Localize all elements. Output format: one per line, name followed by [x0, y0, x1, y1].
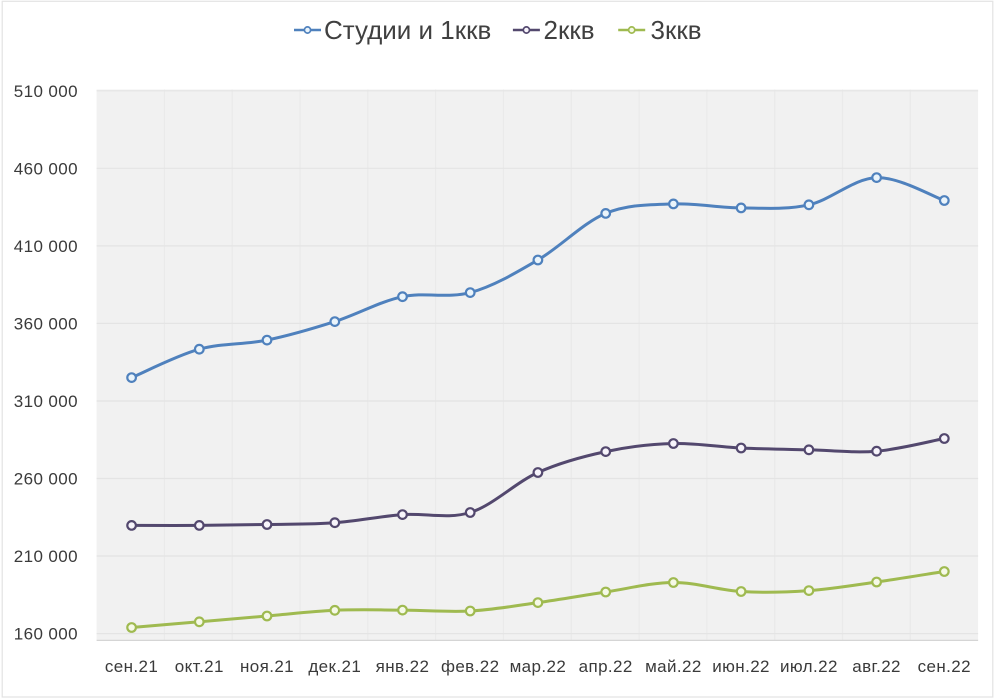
svg-text:апр.22: апр.22 [579, 657, 633, 676]
svg-text:янв.22: янв.22 [376, 657, 430, 676]
svg-text:2ккв: 2ккв [544, 15, 595, 45]
svg-text:июн.22: июн.22 [712, 657, 770, 676]
svg-text:сен.22: сен.22 [918, 657, 971, 676]
svg-text:май.22: май.22 [645, 657, 702, 676]
svg-text:ноя.21: ноя.21 [240, 657, 294, 676]
svg-text:июл.22: июл.22 [780, 657, 838, 676]
svg-text:окт.21: окт.21 [175, 657, 224, 676]
svg-text:сен.21: сен.21 [105, 657, 158, 676]
svg-text:210 000: 210 000 [14, 547, 78, 566]
svg-text:авг.22: авг.22 [852, 657, 901, 676]
svg-text:мар.22: мар.22 [510, 657, 567, 676]
svg-text:дек.21: дек.21 [308, 657, 361, 676]
svg-text:360 000: 360 000 [14, 315, 78, 334]
svg-text:410 000: 410 000 [14, 237, 78, 256]
svg-text:фев.22: фев.22 [441, 657, 500, 676]
svg-text:510 000: 510 000 [14, 82, 78, 101]
svg-text:460 000: 460 000 [14, 159, 78, 178]
svg-text:160 000: 160 000 [14, 625, 78, 644]
svg-text:3ккв: 3ккв [651, 15, 702, 45]
svg-text:260 000: 260 000 [14, 470, 78, 489]
svg-text:310 000: 310 000 [14, 392, 78, 411]
svg-text:Студии и 1ккв: Студии и 1ккв [324, 15, 491, 45]
